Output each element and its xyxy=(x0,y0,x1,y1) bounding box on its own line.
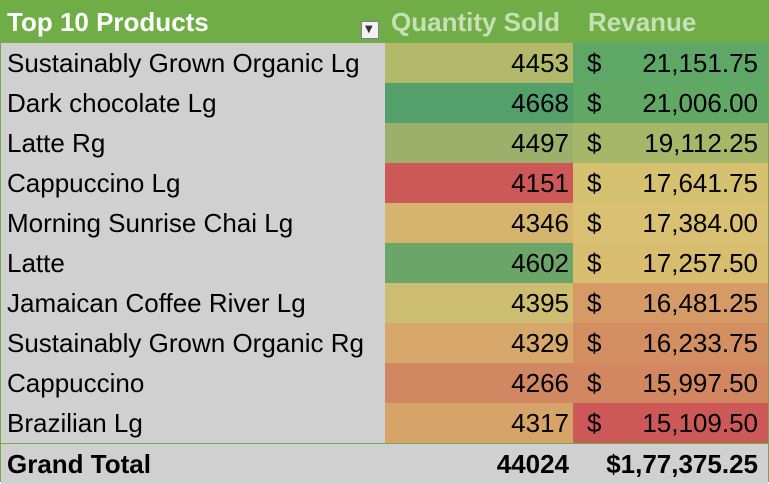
currency-symbol: $ xyxy=(587,248,602,278)
grand-total-revenue-value: $1,77,375.25 xyxy=(606,449,758,479)
filter-icon[interactable]: ▼ xyxy=(361,21,379,39)
grand-total-label[interactable]: Grand Total xyxy=(1,444,385,484)
quantity-cell[interactable]: 4497 xyxy=(385,123,573,163)
revenue-cell[interactable]: $17,257.50 xyxy=(573,243,768,283)
quantity-cell[interactable]: 4602 xyxy=(385,243,573,283)
table-row: Latte Rg 4497 $19,112.25 xyxy=(1,123,768,163)
pivot-header-row: Top 10 Products ▼ Quantity Sold Revanue xyxy=(1,1,768,43)
currency-symbol: $ xyxy=(587,288,602,318)
revenue-value: 17,641.75 xyxy=(642,168,758,198)
quantity-cell[interactable]: 4395 xyxy=(385,283,573,323)
revenue-value: 17,257.50 xyxy=(642,248,758,278)
revenue-value: 15,109.50 xyxy=(642,408,758,438)
currency-symbol: $ xyxy=(587,168,602,198)
product-name-cell[interactable]: Latte xyxy=(1,243,385,283)
revenue-cell[interactable]: $16,481.25 xyxy=(573,283,768,323)
quantity-header[interactable]: Quantity Sold xyxy=(391,7,560,37)
quantity-cell[interactable]: 4453 xyxy=(385,43,573,83)
row-labels-header[interactable]: Top 10 Products ▼ xyxy=(1,1,385,43)
revenue-cell[interactable]: $15,109.50 xyxy=(573,403,768,443)
product-name-cell[interactable]: Cappuccino xyxy=(1,363,385,403)
revenue-cell[interactable]: $16,233.75 xyxy=(573,323,768,363)
grand-total-revenue[interactable]: $1,77,375.25 xyxy=(573,444,768,484)
grand-total-quantity[interactable]: 44024 xyxy=(385,444,573,484)
table-row: Jamaican Coffee River Lg 4395 $16,481.25 xyxy=(1,283,768,323)
revenue-cell[interactable]: $17,384.00 xyxy=(573,203,768,243)
revenue-cell[interactable]: $17,641.75 xyxy=(573,163,768,203)
currency-symbol: $ xyxy=(587,48,602,78)
table-row: Morning Sunrise Chai Lg 4346 $17,384.00 xyxy=(1,203,768,243)
product-name-cell[interactable]: Sustainably Grown Organic Rg xyxy=(1,323,385,363)
revenue-value: 21,151.75 xyxy=(642,48,758,78)
revenue-value: 17,384.00 xyxy=(642,208,758,238)
quantity-cell[interactable]: 4151 xyxy=(385,163,573,203)
product-name-cell[interactable]: Cappuccino Lg xyxy=(1,163,385,203)
quantity-cell[interactable]: 4346 xyxy=(385,203,573,243)
quantity-cell[interactable]: 4317 xyxy=(385,403,573,443)
table-row: Cappuccino 4266 $15,997.50 xyxy=(1,363,768,403)
table-row: Sustainably Grown Organic Rg 4329 $16,233.… xyxy=(1,323,768,363)
currency-symbol: $ xyxy=(587,88,602,118)
table-row: Latte 4602 $17,257.50 xyxy=(1,243,768,283)
revenue-cell[interactable]: $21,151.75 xyxy=(573,43,768,83)
product-name-cell[interactable]: Dark chocolate Lg xyxy=(1,83,385,123)
products-label: Top 10 Products xyxy=(7,7,209,37)
table-row: Dark chocolate Lg 4668 $21,006.00 xyxy=(1,83,768,123)
currency-symbol: $ xyxy=(587,208,602,238)
revenue-value: 16,481.25 xyxy=(642,288,758,318)
quantity-cell[interactable]: 4668 xyxy=(385,83,573,123)
revenue-cell[interactable]: $21,006.00 xyxy=(573,83,768,123)
revenue-value: 16,233.75 xyxy=(642,328,758,358)
currency-symbol: $ xyxy=(587,368,602,398)
revenue-header[interactable]: Revanue xyxy=(588,7,697,37)
currency-symbol: $ xyxy=(587,408,602,438)
revenue-cell[interactable]: $15,997.50 xyxy=(573,363,768,403)
table-row: Sustainably Grown Organic Lg 4453 $21,151.… xyxy=(1,43,768,83)
quantity-cell[interactable]: 4329 xyxy=(385,323,573,363)
currency-symbol: $ xyxy=(587,128,602,158)
currency-symbol: $ xyxy=(587,328,602,358)
product-name-cell[interactable]: Brazilian Lg xyxy=(1,403,385,443)
revenue-value: 21,006.00 xyxy=(642,88,758,118)
product-name-cell[interactable]: Jamaican Coffee River Lg xyxy=(1,283,385,323)
revenue-value: 19,112.25 xyxy=(644,128,758,158)
revenue-cell[interactable]: $19,112.25 xyxy=(573,123,768,163)
quantity-cell[interactable]: 4266 xyxy=(385,363,573,403)
table-row: Cappuccino Lg 4151 $17,641.75 xyxy=(1,163,768,203)
product-name-cell[interactable]: Latte Rg xyxy=(1,123,385,163)
revenue-value: 15,997.50 xyxy=(642,368,758,398)
product-name-cell[interactable]: Sustainably Grown Organic Lg xyxy=(1,43,385,83)
product-name-cell[interactable]: Morning Sunrise Chai Lg xyxy=(1,203,385,243)
table-row: Brazilian Lg 4317 $15,109.50 xyxy=(1,403,768,443)
grand-total-row: Grand Total 44024 $1,77,375.25 xyxy=(1,443,768,484)
